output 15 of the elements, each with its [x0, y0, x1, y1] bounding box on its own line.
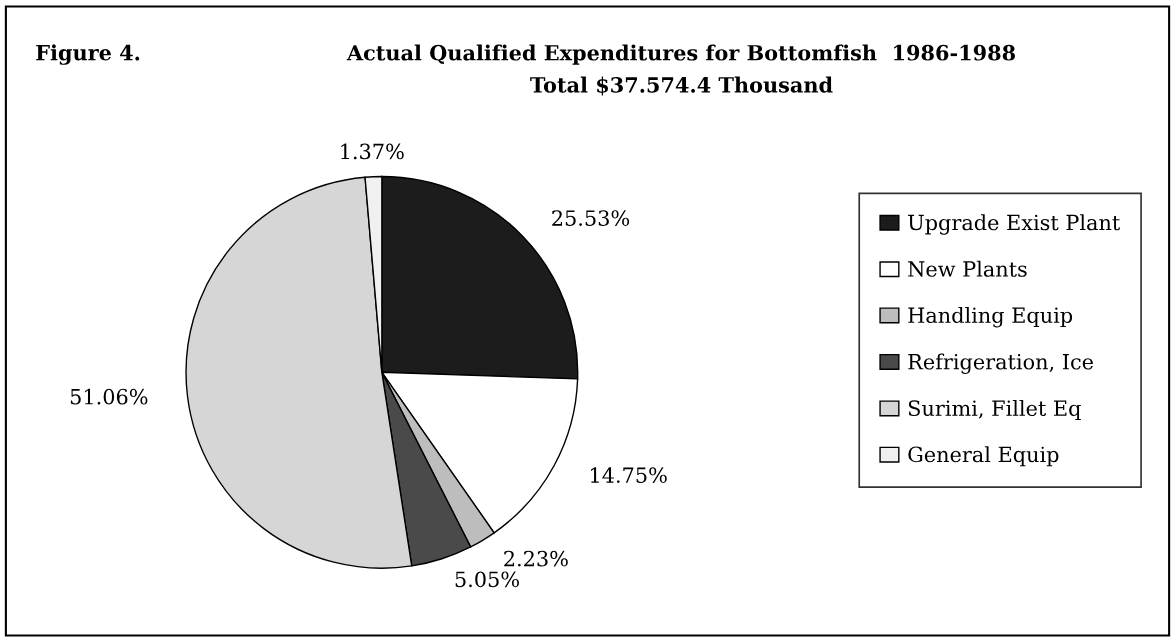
data-label: 1.37% [341, 143, 404, 160]
legend-label: Surimi, Fillet Eq [908, 399, 1081, 421]
data-label: 51.06% [70, 388, 148, 405]
legend-label: General Equip [908, 446, 1059, 467]
caption: Figure 4. [36, 44, 140, 65]
data-label: 5.05% [455, 571, 519, 588]
data-label: 2.23% [504, 550, 568, 567]
legend-label: Handling Equip [908, 306, 1073, 328]
legend-label: Refrigeration, Ice [908, 353, 1093, 374]
legend-label: New Plants [908, 260, 1027, 277]
legend-label: Upgrade Exist Plant [908, 214, 1121, 235]
chart-subtitle: Total $37.574.4 Thousand [530, 76, 833, 96]
data-label: 25.53% [552, 210, 630, 226]
chart-title: Actual Qualified Expenditures for Bottomfish 1986-1988 [346, 44, 1016, 65]
data-label: 14.75% [591, 467, 667, 483]
